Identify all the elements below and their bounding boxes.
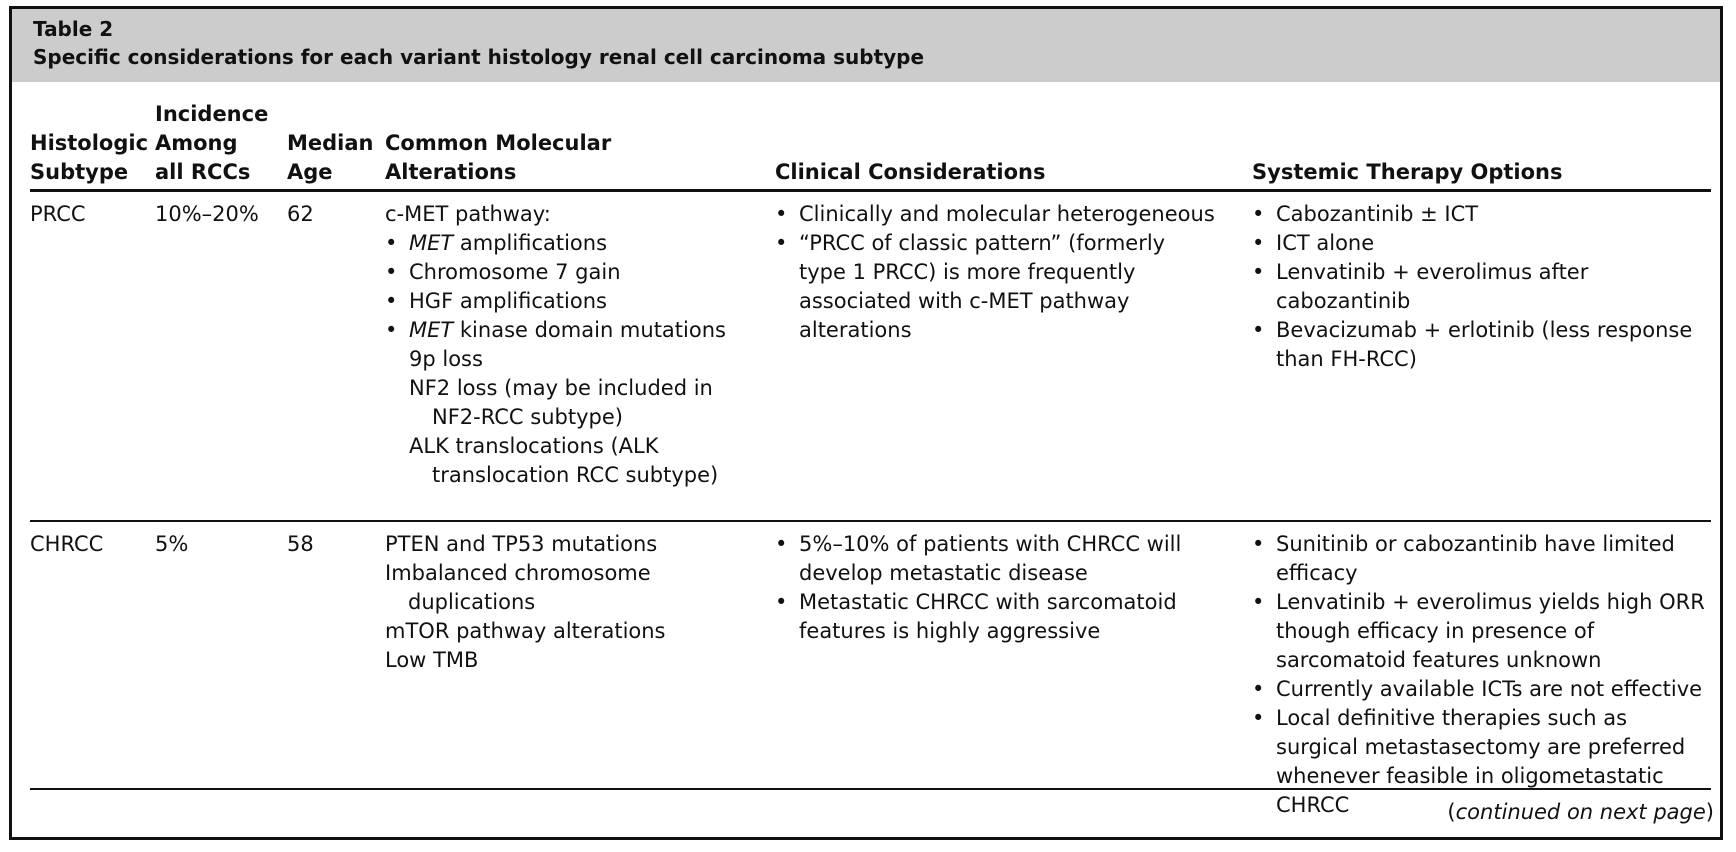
- header-molecular-alterations: Common Molecular Alterations: [385, 131, 612, 184]
- list-item: Lenvatinib + everolimus yields high ORR …: [1252, 588, 1712, 675]
- cell-median-age: 58: [287, 532, 314, 556]
- list-item: Chromosome 7 gain: [385, 258, 745, 287]
- list-item: NF2 loss (may be included in NF2-RCC sub…: [409, 376, 713, 429]
- table-title: Specific considerations for each variant…: [33, 45, 925, 69]
- list-item: MET kinase domain mutations: [385, 316, 745, 345]
- header-median-age: Median Age: [287, 131, 374, 184]
- table-row-chrcc: CHRCC 5% 58 PTEN and TP53 mutations Imba…: [30, 522, 1711, 817]
- header-incidence: Incidence Among all RCCs: [155, 102, 269, 184]
- list-item: Clinically and molecular heterogeneous: [775, 200, 1215, 229]
- cell-therapy: Sunitinib or cabozantinib have limited e…: [1252, 530, 1712, 820]
- continued-note: (continued on next page): [1447, 800, 1714, 824]
- cell-clinical: 5%–10% of patients with CHRCC will devel…: [775, 530, 1215, 646]
- cell-therapy: Cabozantinib ± ICT ICT alone Lenvatinib …: [1252, 200, 1712, 374]
- list-item: PTEN and TP53 mutations: [385, 532, 658, 556]
- molecular-bullet-list: MET amplifications Chromosome 7 gain HGF…: [385, 229, 745, 345]
- molecular-heading: c-MET pathway:: [385, 202, 551, 226]
- list-item: Local definitive therapies such as surgi…: [1252, 704, 1712, 820]
- list-item: MET amplifications: [385, 229, 745, 258]
- list-item: Low TMB: [385, 648, 479, 672]
- cell-incidence: 5%: [155, 532, 189, 556]
- list-item: Cabozantinib ± ICT: [1252, 200, 1712, 229]
- cell-molecular: PTEN and TP53 mutations Imbalanced chrom…: [385, 530, 745, 675]
- list-item: Sunitinib or cabozantinib have limited e…: [1252, 530, 1712, 588]
- cell-subtype: PRCC: [30, 202, 86, 226]
- table-row-prcc: PRCC 10%–20% 62 c-MET pathway: MET ampli…: [30, 192, 1711, 522]
- data-table: Histologic Subtype Incidence Among all R…: [30, 82, 1711, 817]
- table-caption: Table 2 Specific considerations for each…: [12, 9, 1720, 82]
- header-clinical-considerations: Clinical Considerations: [775, 160, 1046, 184]
- list-item: Currently available ICTs are not effecti…: [1252, 675, 1712, 704]
- list-item: “PRCC of classic pattern” (formerly type…: [775, 229, 1215, 345]
- cell-subtype: CHRCC: [30, 532, 104, 556]
- list-item: Imbalanced chromosome duplications: [385, 561, 651, 614]
- header-systemic-therapy: Systemic Therapy Options: [1252, 160, 1563, 184]
- cell-clinical: Clinically and molecular heterogeneous “…: [775, 200, 1215, 345]
- cell-median-age: 62: [287, 202, 314, 226]
- list-item: ICT alone: [1252, 229, 1712, 258]
- cell-molecular: c-MET pathway: MET amplifications Chromo…: [385, 200, 745, 490]
- list-item: Bevacizumab + erlotinib (less response t…: [1252, 316, 1712, 374]
- list-item: Metastatic CHRCC with sarcomatoid featur…: [775, 588, 1215, 646]
- list-item: 5%–10% of patients with CHRCC will devel…: [775, 530, 1215, 588]
- cell-incidence: 10%–20%: [155, 202, 259, 226]
- list-item: ALK translocations (ALK translocation RC…: [409, 434, 719, 487]
- list-item: Lenvatinib + everolimus after cabozantin…: [1252, 258, 1712, 316]
- table-label: Table 2: [33, 17, 114, 41]
- table-frame: Table 2 Specific considerations for each…: [9, 6, 1723, 840]
- list-item: mTOR pathway alterations: [385, 619, 666, 643]
- table-header-row: Histologic Subtype Incidence Among all R…: [30, 82, 1711, 192]
- header-histologic-subtype: Histologic Subtype: [30, 131, 149, 184]
- list-item: 9p loss: [409, 347, 483, 371]
- list-item: HGF amplifications: [385, 287, 745, 316]
